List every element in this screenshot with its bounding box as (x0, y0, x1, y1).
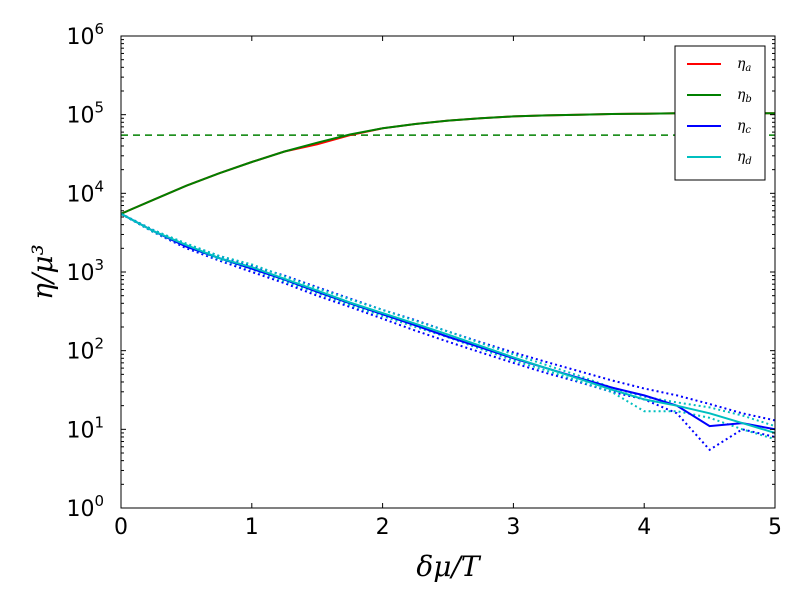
y-tick-base: 10 (66, 418, 94, 443)
y-tick-exp: 6 (94, 20, 104, 38)
x-axis-label: δμ/T (416, 550, 481, 583)
legend-label-c: ηc (737, 118, 751, 136)
legend-label-name: η (737, 118, 746, 134)
legend-label-sub: a (745, 63, 751, 74)
dotted-series-line-0 (121, 212, 775, 422)
y-tick-label: 103 (66, 256, 104, 286)
y-tick-base: 10 (66, 104, 94, 129)
legend-label-d: ηd (737, 149, 752, 167)
y-tick-exp: 4 (94, 177, 104, 195)
y-tick-exp: 5 (94, 99, 104, 117)
y-tick-label: 106 (66, 20, 104, 50)
x-tick-label: 3 (506, 515, 520, 540)
y-tick-label: 100 (66, 492, 104, 522)
legend-label-a: ηa (737, 56, 751, 74)
y-tick-base: 10 (66, 261, 94, 286)
x-tick-label: 0 (114, 515, 128, 540)
x-tick-label: 5 (768, 515, 782, 540)
y-tick-label: 105 (66, 99, 104, 129)
plot-content (121, 112, 775, 452)
plot-frame (120, 35, 776, 509)
y-axis-label: η/μ³ (26, 244, 59, 300)
y-tick-label: 102 (66, 335, 104, 365)
y-tick-exp: 1 (94, 413, 104, 431)
legend-label-sub: b (745, 94, 751, 105)
legend-label-name: η (737, 56, 746, 72)
legend-label-sub: c (745, 125, 751, 136)
y-tick-label: 101 (66, 413, 104, 443)
series-line-η-b (121, 112, 775, 215)
legend-label-name: η (737, 149, 746, 165)
y-tick-exp: 3 (94, 256, 104, 274)
y-tick-label: 104 (66, 177, 104, 207)
y-tick-base: 10 (66, 182, 94, 207)
y-tick-base: 10 (66, 25, 94, 50)
x-tick-label: 2 (376, 515, 390, 540)
legend-label-b: ηb (737, 87, 752, 105)
dotted-series-line-2 (121, 212, 775, 428)
series-line-η-c (121, 212, 775, 431)
dotted-series-line-1 (121, 212, 775, 452)
series-line-η-d (121, 212, 775, 434)
y-tick-exp: 2 (94, 335, 104, 353)
legend-label-sub: d (745, 156, 751, 167)
y-tick-base: 10 (66, 340, 94, 365)
y-tick-exp: 0 (94, 492, 104, 510)
legend-label-name: η (737, 87, 746, 103)
x-tick-label: 1 (245, 515, 259, 540)
y-tick-base: 10 (66, 497, 94, 522)
x-tick-label: 4 (637, 515, 651, 540)
